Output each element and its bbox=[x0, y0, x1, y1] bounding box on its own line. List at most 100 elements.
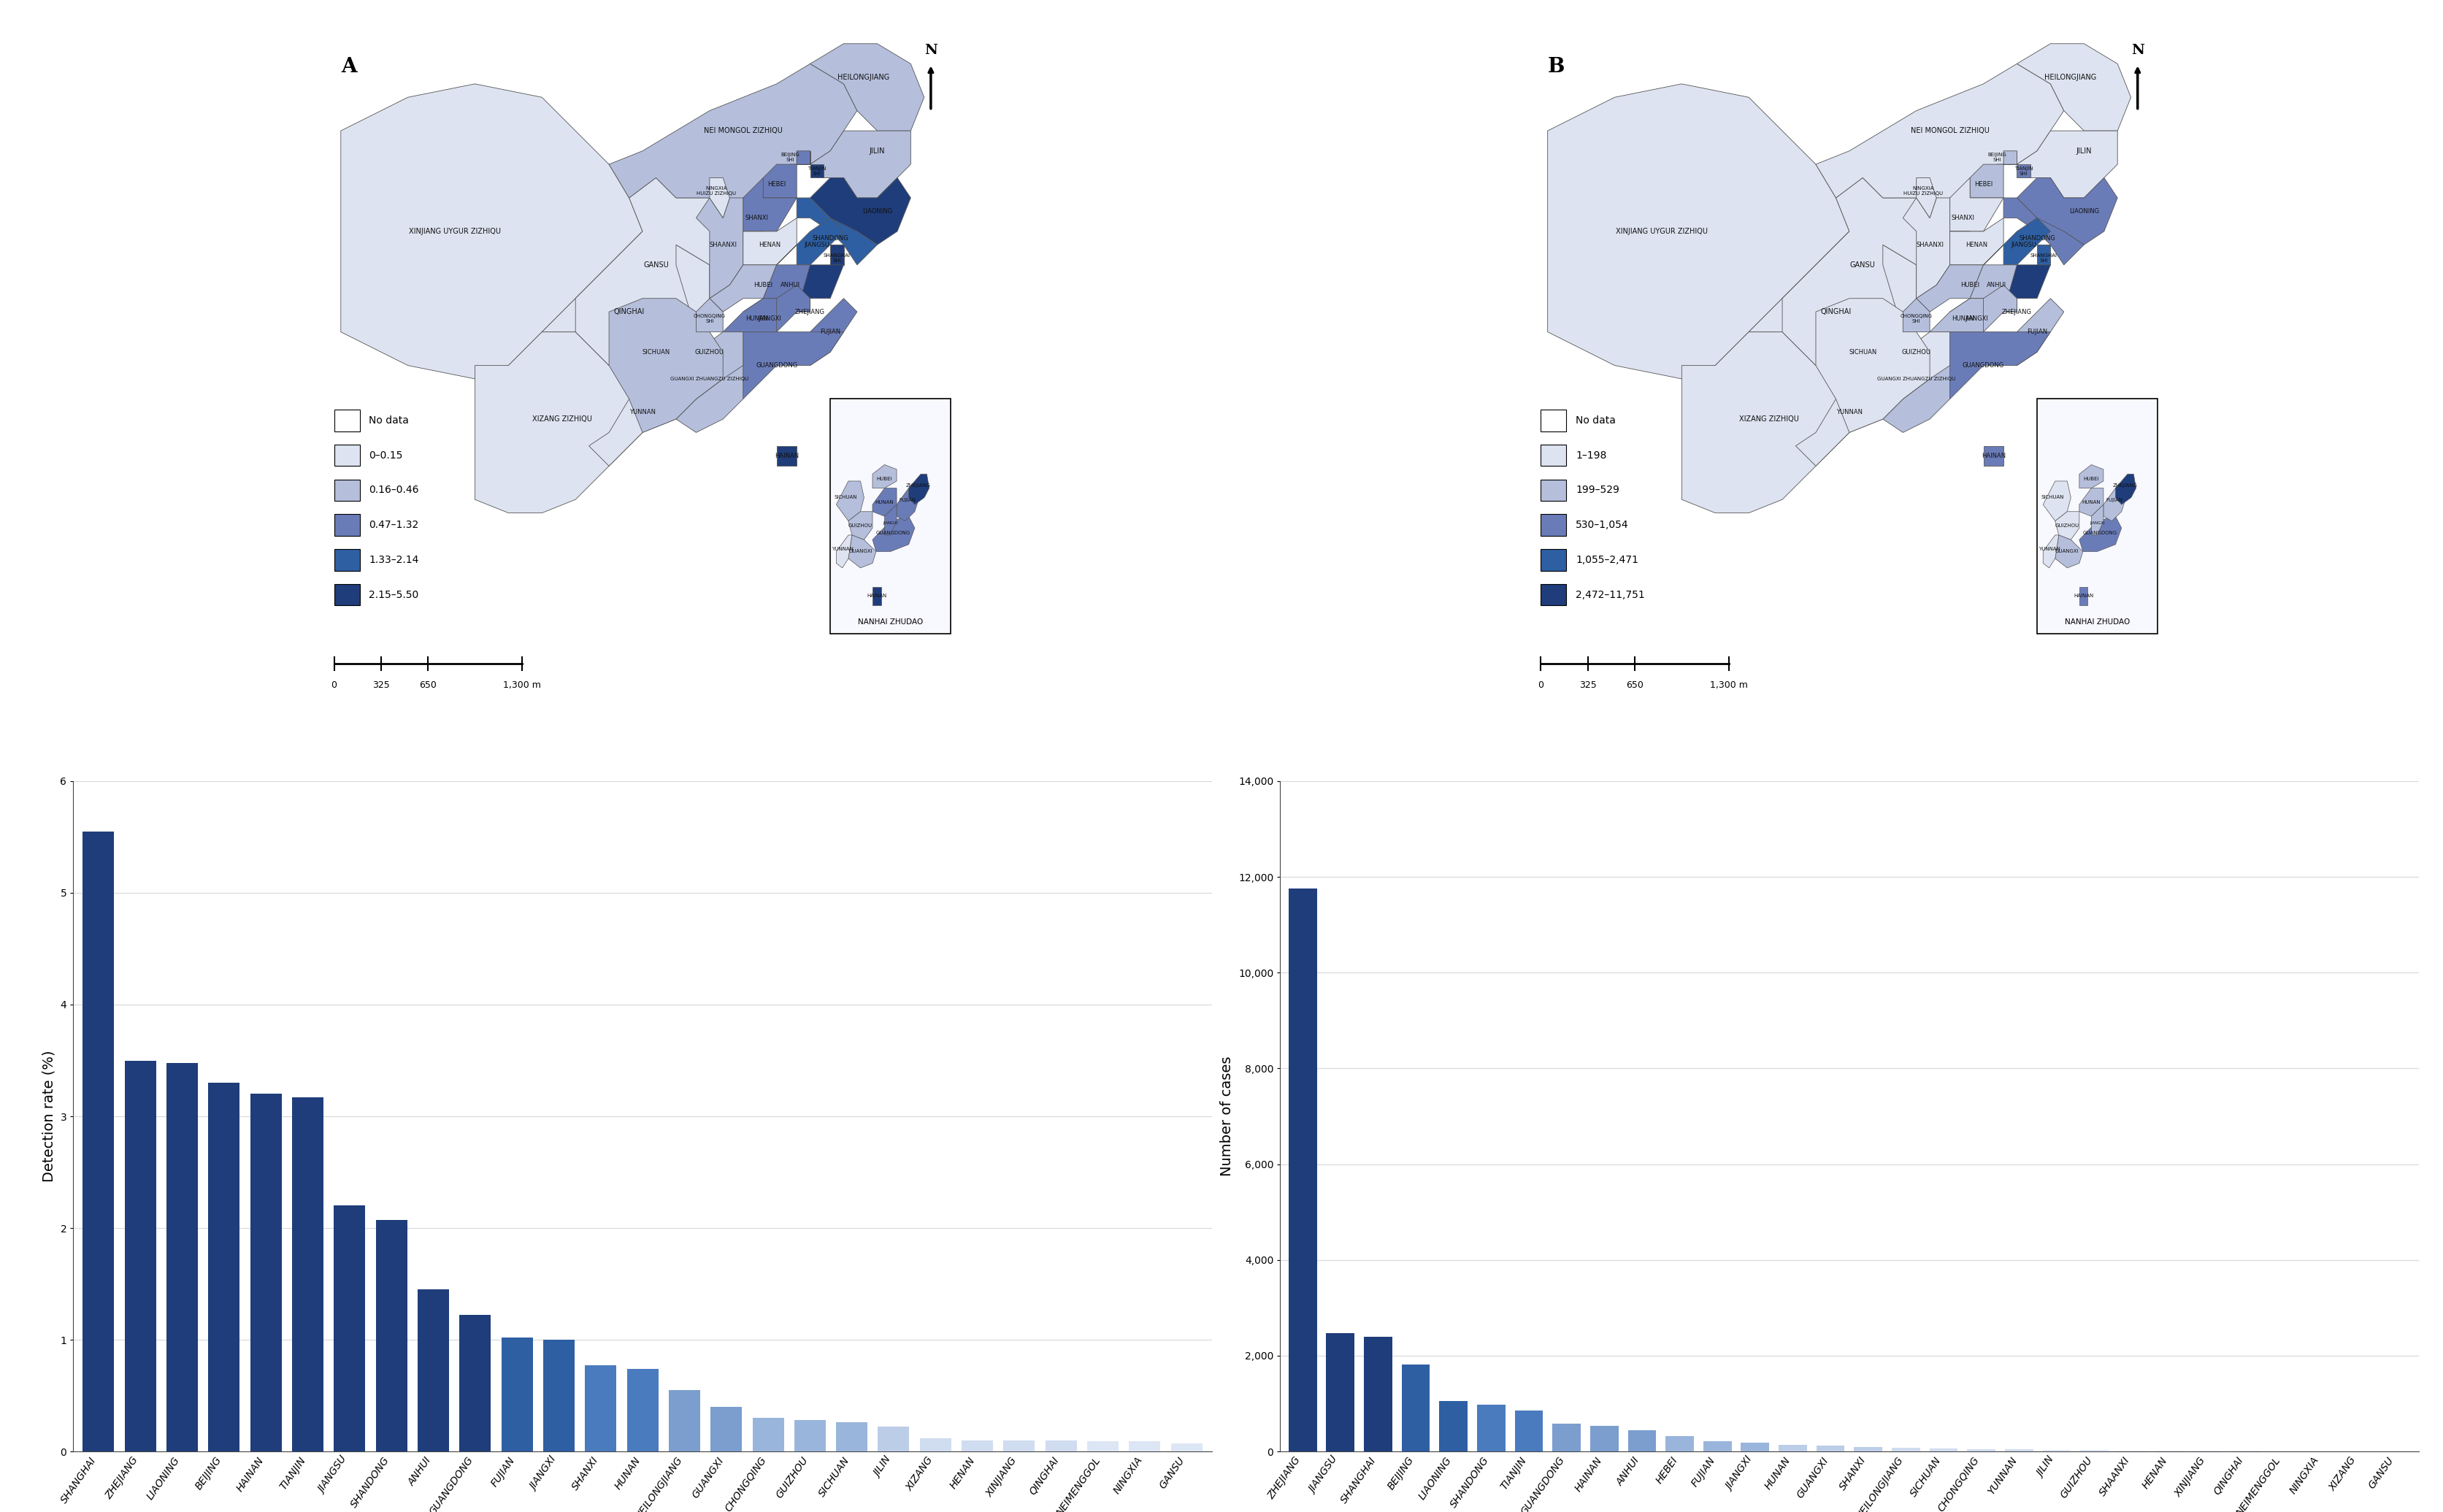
Text: TIANJIN
SHI: TIANJIN SHI bbox=[2015, 166, 2033, 175]
Text: JILIN: JILIN bbox=[2077, 147, 2091, 154]
Bar bbox=[1542, 584, 1566, 605]
Bar bbox=[1551, 1424, 1581, 1452]
Bar bbox=[1402, 1364, 1429, 1452]
Polygon shape bbox=[1930, 298, 1984, 333]
Polygon shape bbox=[811, 165, 823, 178]
Polygon shape bbox=[2018, 44, 2130, 132]
Polygon shape bbox=[342, 83, 643, 380]
Polygon shape bbox=[474, 311, 677, 513]
Polygon shape bbox=[743, 178, 796, 231]
Bar bbox=[1930, 1448, 1957, 1452]
Polygon shape bbox=[1815, 298, 1930, 432]
Text: GUANGDONG: GUANGDONG bbox=[2081, 531, 2118, 535]
Polygon shape bbox=[577, 178, 743, 380]
Text: ZHEJIANG: ZHEJIANG bbox=[2001, 308, 2033, 314]
Bar bbox=[1542, 410, 1566, 431]
Text: 325: 325 bbox=[371, 680, 391, 689]
Text: ZHEJIANG: ZHEJIANG bbox=[794, 308, 826, 314]
Text: GUANGDONG: GUANGDONG bbox=[875, 531, 911, 535]
Bar bbox=[335, 584, 359, 605]
Text: XIZANG ZIZHIQU: XIZANG ZIZHIQU bbox=[1739, 416, 1798, 423]
Text: LIAONING: LIAONING bbox=[2069, 209, 2099, 215]
Polygon shape bbox=[2003, 265, 2050, 311]
Polygon shape bbox=[2018, 132, 2118, 198]
Polygon shape bbox=[2018, 298, 2064, 366]
Polygon shape bbox=[836, 535, 853, 569]
Bar bbox=[335, 410, 359, 431]
Bar bbox=[1815, 1445, 1844, 1452]
Polygon shape bbox=[743, 284, 811, 333]
Polygon shape bbox=[848, 535, 877, 569]
Bar bbox=[376, 1220, 408, 1452]
Text: CHONGQING
SHI: CHONGQING SHI bbox=[1901, 314, 1932, 324]
Polygon shape bbox=[1749, 231, 1915, 380]
Polygon shape bbox=[1903, 298, 1930, 333]
Text: GUIZHOU: GUIZHOU bbox=[2055, 523, 2079, 528]
Text: GUIZHOU: GUIZHOU bbox=[848, 523, 872, 528]
Text: GUIZHOU: GUIZHOU bbox=[694, 349, 723, 355]
Text: 0: 0 bbox=[1539, 680, 1544, 689]
Polygon shape bbox=[2042, 481, 2072, 522]
Text: YUNNAN: YUNNAN bbox=[630, 410, 655, 416]
Text: SICHUAN: SICHUAN bbox=[836, 496, 857, 499]
Text: HAINAN: HAINAN bbox=[774, 452, 799, 460]
Bar bbox=[794, 1420, 826, 1452]
Polygon shape bbox=[1783, 178, 1950, 380]
Polygon shape bbox=[872, 516, 914, 552]
Polygon shape bbox=[677, 333, 743, 432]
Bar bbox=[1170, 1444, 1202, 1452]
Bar bbox=[669, 1390, 701, 1452]
Polygon shape bbox=[608, 298, 723, 432]
Polygon shape bbox=[1884, 333, 1950, 432]
Text: NINGXIA
HUIZU ZIZHIQU: NINGXIA HUIZU ZIZHIQU bbox=[1903, 186, 1942, 197]
Text: JIANGXI: JIANGXI bbox=[2089, 522, 2106, 525]
Text: GANSU: GANSU bbox=[1849, 262, 1876, 269]
Text: GUANGXI: GUANGXI bbox=[2055, 549, 2079, 553]
Text: SHANXI: SHANXI bbox=[745, 215, 767, 221]
Polygon shape bbox=[2103, 481, 2128, 522]
Polygon shape bbox=[2079, 516, 2121, 552]
Text: HENAN: HENAN bbox=[760, 242, 782, 248]
Text: No data: No data bbox=[369, 416, 408, 425]
Polygon shape bbox=[2042, 535, 2059, 569]
Polygon shape bbox=[1969, 151, 2018, 198]
Bar bbox=[249, 1095, 281, 1452]
Bar bbox=[125, 1060, 156, 1452]
Polygon shape bbox=[2091, 505, 2103, 535]
Polygon shape bbox=[1984, 446, 2003, 466]
Text: 2.15–5.50: 2.15–5.50 bbox=[369, 590, 418, 600]
Bar bbox=[1439, 1402, 1468, 1452]
Polygon shape bbox=[836, 481, 865, 522]
Text: 1,055–2,471: 1,055–2,471 bbox=[1576, 555, 1639, 565]
Bar bbox=[166, 1063, 198, 1452]
Polygon shape bbox=[796, 198, 877, 265]
Text: JIANGSU: JIANGSU bbox=[2011, 242, 2037, 248]
Polygon shape bbox=[2079, 488, 2103, 516]
Text: QINGHAI: QINGHAI bbox=[613, 308, 645, 316]
Text: HUNAN: HUNAN bbox=[875, 500, 894, 505]
Text: HAINAN: HAINAN bbox=[1981, 452, 2006, 460]
Polygon shape bbox=[872, 464, 897, 488]
Polygon shape bbox=[2003, 218, 2050, 265]
Bar bbox=[418, 1290, 450, 1452]
Text: FUJIAN: FUJIAN bbox=[899, 497, 916, 502]
Text: HUBEI: HUBEI bbox=[755, 281, 772, 289]
Text: 199–529: 199–529 bbox=[1576, 485, 1620, 496]
Polygon shape bbox=[2018, 165, 2030, 178]
Bar bbox=[1627, 1430, 1656, 1452]
Polygon shape bbox=[723, 333, 843, 399]
Text: HEBEI: HEBEI bbox=[767, 181, 787, 187]
Polygon shape bbox=[796, 151, 811, 165]
Bar bbox=[459, 1315, 491, 1452]
Bar bbox=[1590, 1426, 1617, 1452]
Bar bbox=[1542, 479, 1566, 500]
Text: ANHUI: ANHUI bbox=[1986, 281, 2006, 289]
Text: SHANGHAI
SHI: SHANGHAI SHI bbox=[2030, 254, 2057, 263]
Text: GANSU: GANSU bbox=[643, 262, 669, 269]
Bar bbox=[1542, 514, 1566, 535]
Bar bbox=[921, 1438, 950, 1452]
Bar bbox=[1742, 1442, 1769, 1452]
Text: GUANGXI ZHUANGZU ZIZHIQU: GUANGXI ZHUANGZU ZIZHIQU bbox=[669, 376, 748, 381]
Text: BEIJING
SHI: BEIJING SHI bbox=[1989, 153, 2006, 162]
Text: CHONGQING
SHI: CHONGQING SHI bbox=[694, 314, 726, 324]
